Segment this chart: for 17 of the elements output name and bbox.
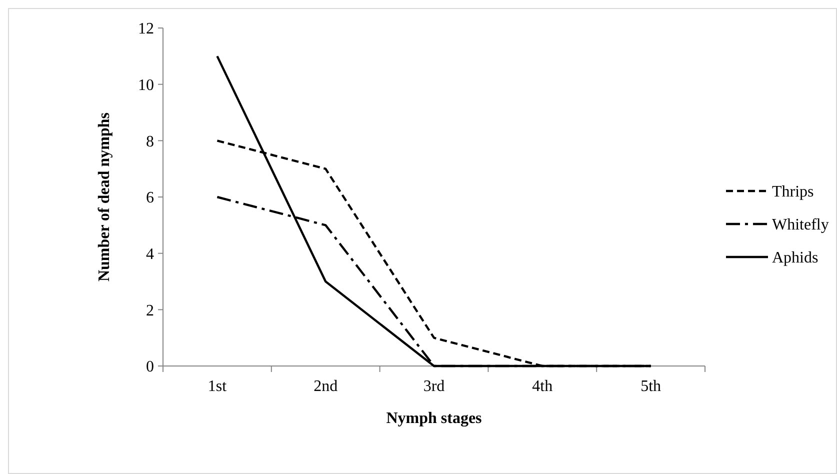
y-tick-label: 10 [138, 76, 154, 94]
y-tick-label: 0 [146, 358, 154, 376]
x-axis-title: Nymph stages [386, 410, 482, 427]
x-tick-label: 2nd [314, 378, 338, 395]
legend-label: Thrips [772, 184, 814, 201]
x-tick-label: 3rd [423, 378, 445, 395]
legend-label: Aphids [772, 250, 818, 267]
x-tick-label: 5th [640, 378, 662, 395]
y-tick-label: 2 [146, 302, 154, 320]
y-axis-title: Number of dead nymphs [96, 112, 113, 282]
y-tick-label: 8 [146, 133, 154, 150]
legend-label: Whitefly [772, 216, 829, 234]
y-tick-label: 12 [138, 20, 154, 38]
x-tick-label: 1st [208, 378, 228, 395]
y-tick-label: 4 [146, 246, 154, 263]
y-tick-label: 6 [146, 190, 154, 207]
x-tick-label: 4th [532, 378, 553, 395]
